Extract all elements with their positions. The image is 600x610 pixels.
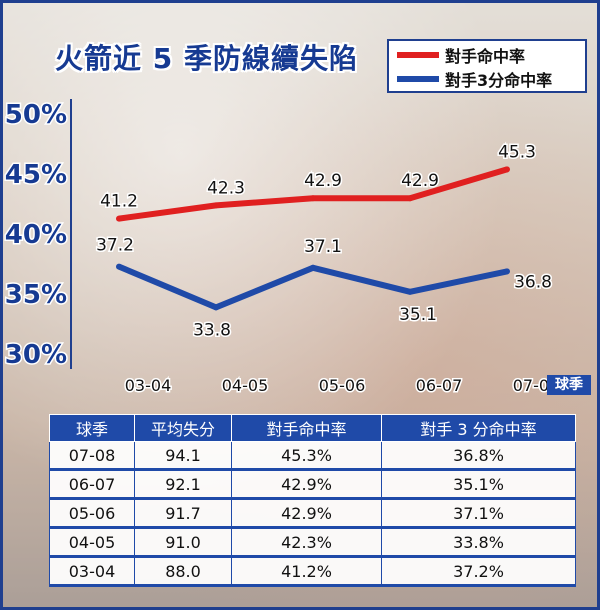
table-header-cell: 平均失分 xyxy=(134,414,232,442)
table-cell: 37.2% xyxy=(381,556,576,587)
table-row: 07-08 94.1 45.3% 36.8% xyxy=(49,441,576,471)
data-label: 45.3 xyxy=(498,142,536,162)
data-point xyxy=(310,195,316,202)
chart-title: 火箭近 5 季防線續失陷 xyxy=(55,42,358,75)
x-tick-label: 05-06 xyxy=(319,376,366,395)
legend-item-opponent-fg: 對手命中率 xyxy=(397,44,525,66)
table-cell: 92.1 xyxy=(134,469,232,500)
table-cell: 04-05 xyxy=(49,527,135,558)
table-cell: 45.3% xyxy=(231,441,382,471)
table-cell: 42.9% xyxy=(231,469,382,500)
line-chart: 30%35%40%45%50%03-04 04-05 05-06 06-07 07-08… xyxy=(3,99,560,397)
stats-table: 球季 平均失分 對手命中率 對手 3 分命中率 07-08 94.1 45.3%… xyxy=(49,414,576,587)
table-cell: 37.1% xyxy=(381,498,576,529)
table-row: 05-06 91.7 42.9% 37.1% xyxy=(49,498,576,529)
table-cell: 33.8% xyxy=(381,527,576,558)
data-point xyxy=(213,202,219,209)
table-header-row: 球季 平均失分 對手命中率 對手 3 分命中率 xyxy=(49,414,576,442)
data-label: 41.2 xyxy=(100,192,138,212)
table-row: 06-07 92.1 42.9% 35.1% xyxy=(49,469,576,500)
data-label: 42.3 xyxy=(207,178,245,198)
table-cell: 41.2% xyxy=(231,556,382,587)
table-cell: 03-04 xyxy=(49,556,135,587)
x-tick-label: 06-07 xyxy=(416,376,463,395)
x-tick-label: 03-04 xyxy=(125,376,172,395)
table-cell: 42.3% xyxy=(231,527,382,558)
data-label: 36.8 xyxy=(514,272,552,292)
data-label: 33.8 xyxy=(193,320,231,340)
table-cell: 06-07 xyxy=(49,469,135,500)
table-header-cell: 球季 xyxy=(49,414,135,442)
data-point xyxy=(504,166,510,173)
legend-item-opponent-3pt: 對手3分命中率 xyxy=(397,68,552,90)
data-point xyxy=(407,195,413,202)
series-line xyxy=(117,263,508,311)
data-point xyxy=(116,263,122,270)
data-label: 35.1 xyxy=(399,305,437,325)
table-cell: 07-08 xyxy=(49,441,135,471)
legend-swatch-blue xyxy=(397,76,439,82)
y-tick-label: 30% xyxy=(5,340,67,370)
table-cell: 35.1% xyxy=(381,469,576,500)
table-cell: 91.0 xyxy=(134,527,232,558)
legend: 對手命中率 對手3分命中率 xyxy=(387,39,587,93)
table-row: 03-04 88.0 41.2% 37.2% xyxy=(49,556,576,587)
table-cell: 91.7 xyxy=(134,498,232,529)
data-point xyxy=(504,268,510,275)
table-cell: 42.9% xyxy=(231,498,382,529)
legend-label: 對手命中率 xyxy=(445,47,526,66)
y-tick-label: 50% xyxy=(5,100,67,130)
data-label: 42.9 xyxy=(304,171,342,191)
table-cell: 05-06 xyxy=(49,498,135,529)
table-header-cell: 對手命中率 xyxy=(231,414,382,442)
y-tick-label: 40% xyxy=(5,220,67,250)
data-point xyxy=(213,304,219,311)
data-point xyxy=(407,288,413,295)
table-cell: 88.0 xyxy=(134,556,232,587)
table-cell: 94.1 xyxy=(134,441,232,471)
legend-label: 對手3分命中率 xyxy=(445,71,553,90)
table-header-cell: 對手 3 分命中率 xyxy=(381,414,576,442)
table-cell: 36.8% xyxy=(381,441,576,471)
data-label: 42.9 xyxy=(401,171,439,191)
x-tick-label: 04-05 xyxy=(222,376,269,395)
y-tick-label: 45% xyxy=(5,160,67,190)
data-label: 37.1 xyxy=(304,237,342,257)
table-row: 04-05 91.0 42.3% 33.8% xyxy=(49,527,576,558)
data-label: 37.2 xyxy=(96,236,134,256)
y-tick-label: 35% xyxy=(5,280,67,310)
legend-swatch-red xyxy=(397,52,439,58)
data-point xyxy=(310,264,316,271)
x-axis-label: 球季 xyxy=(547,375,591,395)
data-point xyxy=(116,215,122,222)
